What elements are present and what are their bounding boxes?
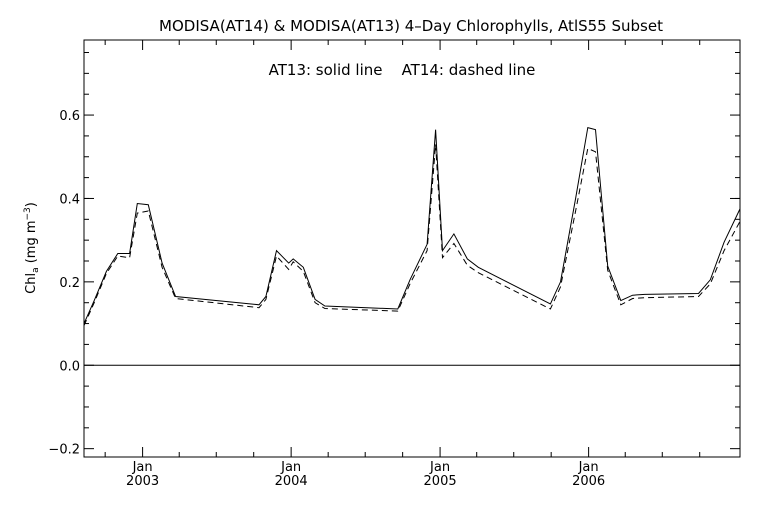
series-line-at14: [83, 144, 741, 326]
y-tick-label-4: 0.6: [59, 109, 80, 124]
y-axis-label-close: ): [24, 202, 39, 207]
y-axis-label-superscript: −3: [23, 207, 33, 220]
y-axis-label-subscript: a: [31, 267, 41, 273]
chart-title: MODISA(AT14) & MODISA(AT13) 4–Day Chloro…: [159, 17, 663, 35]
y-axis-label-units: (mg m: [24, 220, 39, 267]
y-axis-label: Chla (mg m−3): [23, 202, 41, 294]
x-tick-month-3: Jan: [578, 460, 599, 475]
x-tick-year-0: 2003: [126, 474, 159, 489]
series-group: [83, 126, 741, 326]
series-line-at13: [83, 126, 741, 324]
x-tick-year-2: 2005: [424, 474, 457, 489]
x-tick-year-3: 2006: [572, 474, 605, 489]
x-tick-month-2: Jan: [429, 460, 450, 475]
plot-frame: [83, 39, 741, 458]
y-tick-label-2: 0.2: [59, 276, 80, 291]
x-tick-year-1: 2004: [275, 474, 308, 489]
y-tick-label-1: 0.0: [59, 359, 80, 374]
y-tick-label-3: 0.4: [59, 192, 80, 207]
chart-annotation: AT13: solid line AT14: dashed line: [269, 61, 536, 79]
x-tick-month-1: Jan: [280, 460, 301, 475]
y-axis-label-main: Chl: [24, 273, 39, 294]
y-tick-label-0: −0.2: [48, 443, 80, 458]
y-axis: −0.2 0.0 0.2 0.4 0.6: [48, 52, 740, 458]
x-tick-month-0: Jan: [132, 460, 153, 475]
